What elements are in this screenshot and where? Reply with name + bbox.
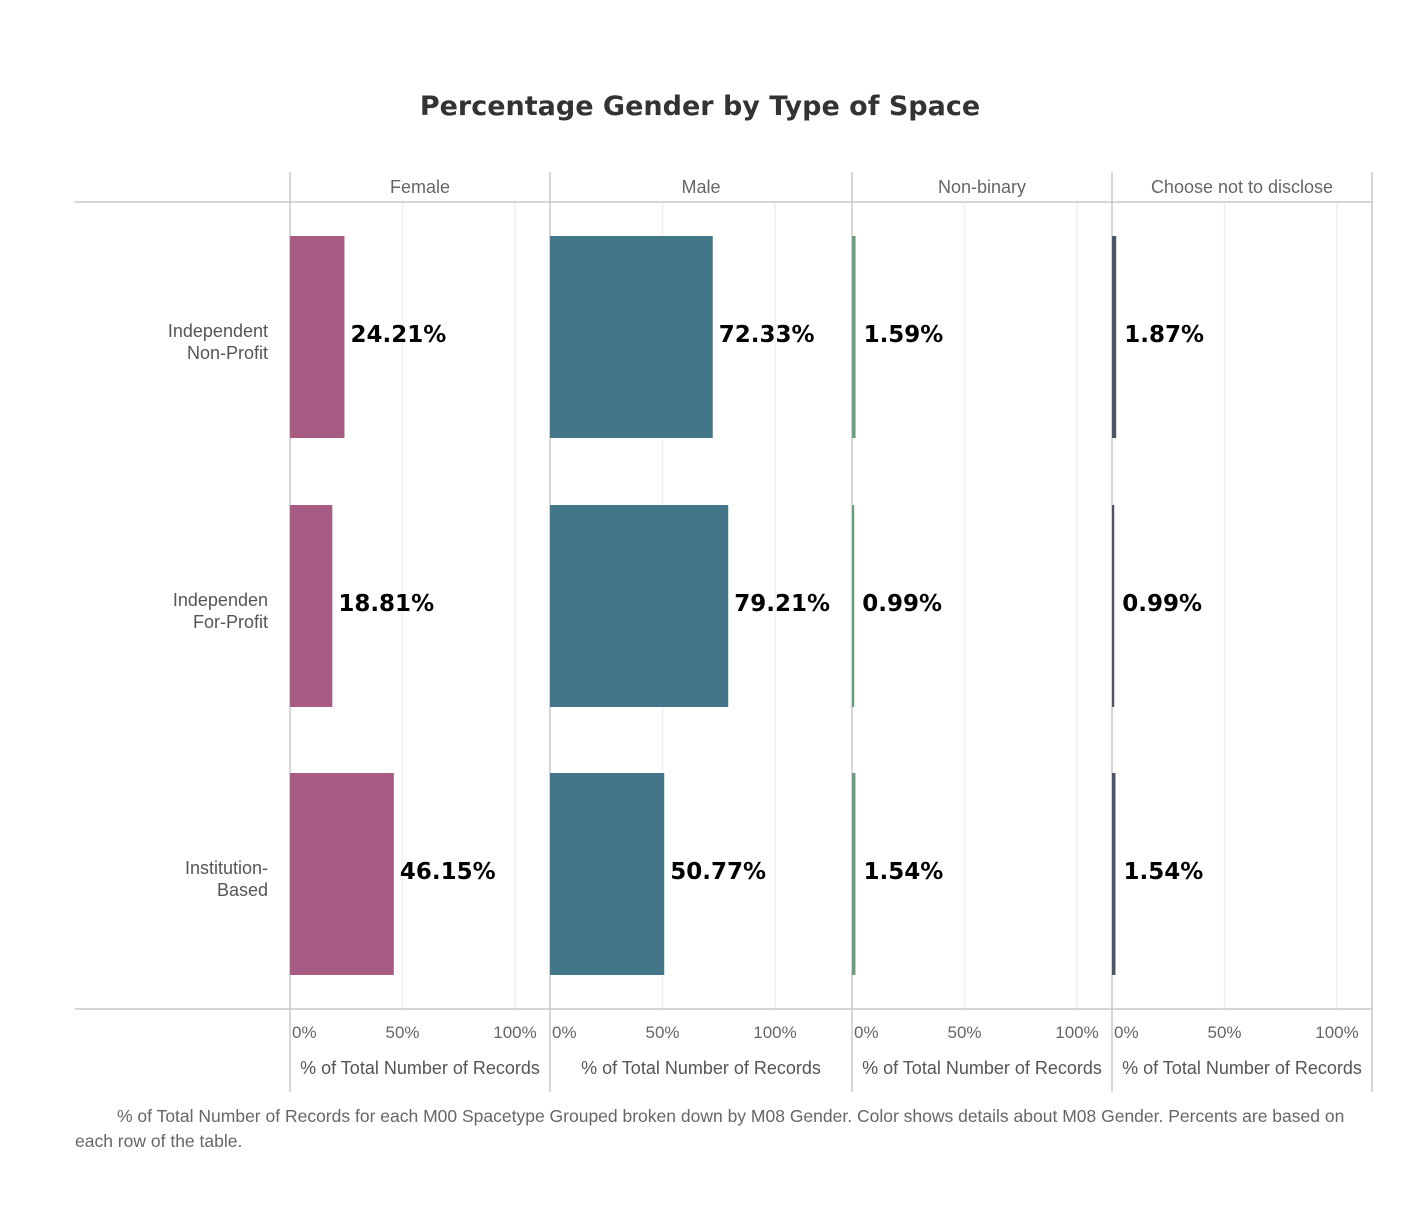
x-tick-label: 100% xyxy=(1055,1023,1098,1042)
bar xyxy=(1112,505,1115,707)
data-label: 1.54% xyxy=(863,859,943,885)
panel-header: Non-binary xyxy=(938,177,1026,197)
panel-headers: Female Male Non-binary Choose not to disclo… xyxy=(390,177,1333,197)
data-label: 46.15% xyxy=(400,859,496,885)
x-tick-label: 0% xyxy=(292,1023,317,1042)
panel-header: Choose not to disclose xyxy=(1151,177,1333,197)
x-tick-label: 50% xyxy=(645,1023,679,1042)
data-label: 24.21% xyxy=(350,322,446,348)
bar xyxy=(1112,236,1117,438)
bar xyxy=(290,773,394,975)
row-label: Based xyxy=(217,880,268,900)
x-tick-label: 100% xyxy=(1315,1023,1358,1042)
data-label: 79.21% xyxy=(734,591,830,617)
x-tick-label: 100% xyxy=(493,1023,536,1042)
data-label: 0.99% xyxy=(862,591,942,617)
bar xyxy=(852,505,855,707)
x-axis-title: % of Total Number of Records xyxy=(581,1058,821,1078)
x-axis-titles: % of Total Number of Records % of Total N… xyxy=(300,1058,1362,1078)
data-label: 1.54% xyxy=(1123,859,1203,885)
row-label: Independen xyxy=(173,590,268,610)
x-axis-title: % of Total Number of Records xyxy=(1122,1058,1362,1078)
row-label: Institution- xyxy=(185,858,268,878)
bar xyxy=(290,236,345,438)
data-label: 18.81% xyxy=(338,591,434,617)
data-labels: 24.21% 18.81% 46.15% 72.33% 79.21% 50.77% 1.59… xyxy=(338,322,1204,885)
bar xyxy=(550,236,713,438)
row-label: For-Profit xyxy=(193,612,268,632)
data-label: 1.59% xyxy=(864,322,944,348)
bar xyxy=(290,505,333,707)
x-tick-label: 0% xyxy=(552,1023,577,1042)
data-label: 50.77% xyxy=(670,859,766,885)
panel-header: Male xyxy=(681,177,720,197)
x-tick-label: 50% xyxy=(385,1023,419,1042)
x-tick-label: 100% xyxy=(753,1023,796,1042)
x-tick-label: 0% xyxy=(854,1023,879,1042)
row-label: Independent xyxy=(168,321,268,341)
row-label: Non-Profit xyxy=(187,343,268,363)
data-label: 72.33% xyxy=(719,322,815,348)
panel-header: Female xyxy=(390,177,450,197)
bar xyxy=(1112,773,1116,975)
footnote: % of Total Number of Records for each M0… xyxy=(75,1106,1345,1151)
chart-title: Percentage Gender by Type of Space xyxy=(420,91,980,122)
bar xyxy=(852,236,856,438)
x-tick-label: 50% xyxy=(1207,1023,1241,1042)
x-tick-labels: 0% 50% 100% 0% 50% 100% 0% 50% 100% 0% 50% 100% xyxy=(292,1023,1359,1042)
x-axis-title: % of Total Number of Records xyxy=(300,1058,540,1078)
data-label: 1.87% xyxy=(1124,322,1204,348)
x-tick-label: 50% xyxy=(947,1023,981,1042)
x-tick-label: 0% xyxy=(1114,1023,1139,1042)
bars xyxy=(290,236,1117,975)
bar xyxy=(550,505,729,707)
x-axis-title: % of Total Number of Records xyxy=(862,1058,1102,1078)
bar xyxy=(550,773,665,975)
data-label: 0.99% xyxy=(1122,591,1202,617)
bar xyxy=(852,773,856,975)
